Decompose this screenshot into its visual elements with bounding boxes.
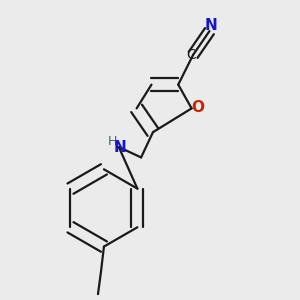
Text: O: O	[192, 100, 205, 115]
Text: C: C	[186, 49, 196, 62]
Text: H: H	[108, 135, 117, 148]
Text: N: N	[205, 18, 217, 33]
Text: N: N	[114, 140, 127, 155]
